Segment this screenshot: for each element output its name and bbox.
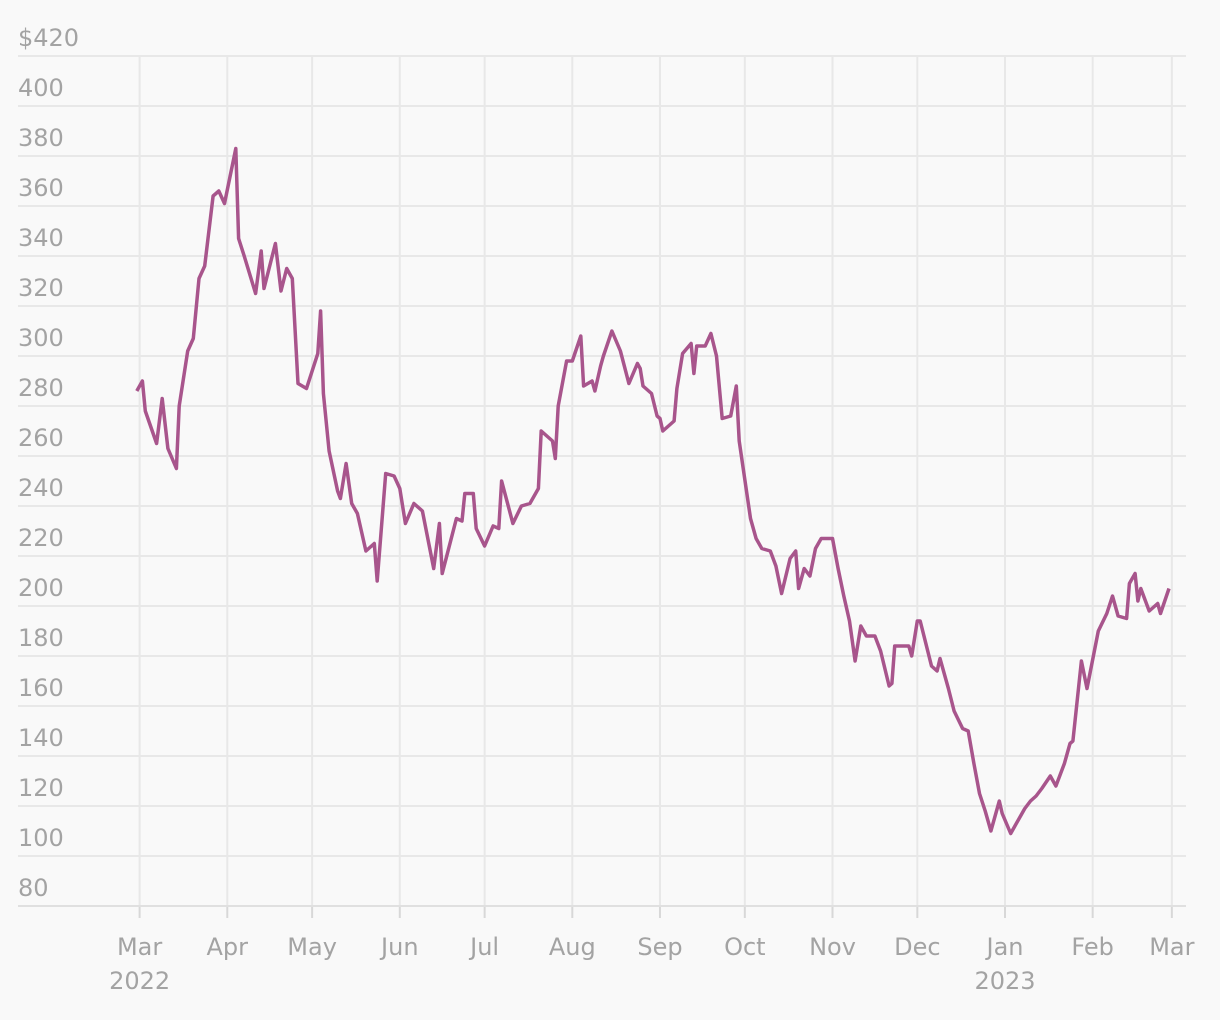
y-tick-label: 120 (18, 774, 64, 802)
y-tick-label: 340 (18, 224, 64, 252)
y-tick-label: 300 (18, 324, 64, 352)
x-tick-label: Sep (637, 933, 682, 961)
y-tick-label: 80 (18, 874, 49, 902)
y-tick-label: 180 (18, 624, 64, 652)
y-tick-label: $420 (18, 24, 79, 52)
y-tick-label: 240 (18, 474, 64, 502)
x-tick-year: 2022 (109, 967, 170, 995)
y-tick-label: 320 (18, 274, 64, 302)
x-tick-label: Apr (207, 933, 249, 961)
x-tick-label: Feb (1071, 933, 1114, 961)
x-tick-year: 2023 (974, 967, 1035, 995)
x-tick-label: Jul (468, 933, 499, 961)
x-tick-label: Jun (379, 933, 419, 961)
x-tick-label: Aug (549, 933, 596, 961)
y-tick-label: 280 (18, 374, 64, 402)
y-tick-label: 260 (18, 424, 64, 452)
x-tick-label: Dec (894, 933, 940, 961)
y-tick-label: 140 (18, 724, 64, 752)
x-tick-label: Jan (985, 933, 1024, 961)
x-tick-label: Mar (1149, 933, 1194, 961)
price-line (135, 146, 1171, 836)
y-tick-label: 200 (18, 574, 64, 602)
y-tick-label: 220 (18, 524, 64, 552)
y-tick-label: 400 (18, 74, 64, 102)
x-tick-label: May (287, 933, 337, 961)
x-tick-label: Mar (117, 933, 162, 961)
x-tick-label: Nov (809, 933, 856, 961)
y-tick-label: 360 (18, 174, 64, 202)
y-tick-label: 100 (18, 824, 64, 852)
x-tick-label: Oct (724, 933, 766, 961)
y-tick-label: 160 (18, 674, 64, 702)
y-tick-label: 380 (18, 124, 64, 152)
